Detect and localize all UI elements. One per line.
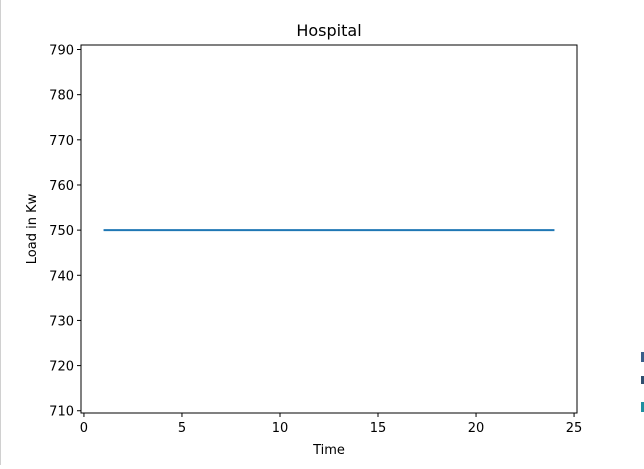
y-tick-label: 720 xyxy=(49,360,74,375)
y-tick-label: 710 xyxy=(49,405,74,420)
plot-area xyxy=(81,45,577,413)
x-tick-label: 15 xyxy=(370,421,387,436)
x-tick-label: 0 xyxy=(80,421,88,436)
y-tick-label: 750 xyxy=(49,224,74,239)
y-tick-label: 770 xyxy=(49,134,74,149)
chart-marks: 0 5 10 15 20 25 710 720 730 740 750 760 770 780 790 xyxy=(49,44,582,436)
x-tick-label: 10 xyxy=(272,421,289,436)
x-tick-label: 5 xyxy=(178,421,186,436)
y-axis-label: Load in Kw xyxy=(25,193,40,264)
axes-frame xyxy=(80,44,578,414)
y-tick-label: 730 xyxy=(49,314,74,329)
chart-title: Hospital xyxy=(296,21,361,40)
window-edge xyxy=(0,0,1,465)
y-tick-label: 790 xyxy=(49,44,74,59)
y-tick-label: 780 xyxy=(49,89,74,104)
x-tick-label: 20 xyxy=(468,421,485,436)
y-tick-label: 760 xyxy=(49,179,74,194)
window-edge-fragment xyxy=(641,376,644,384)
window-edge-fragment xyxy=(641,352,644,362)
window-edge-fragment xyxy=(641,402,644,412)
x-axis-label: Time xyxy=(312,443,345,458)
y-tick-label: 740 xyxy=(49,269,74,284)
x-tick-label: 25 xyxy=(566,421,583,436)
